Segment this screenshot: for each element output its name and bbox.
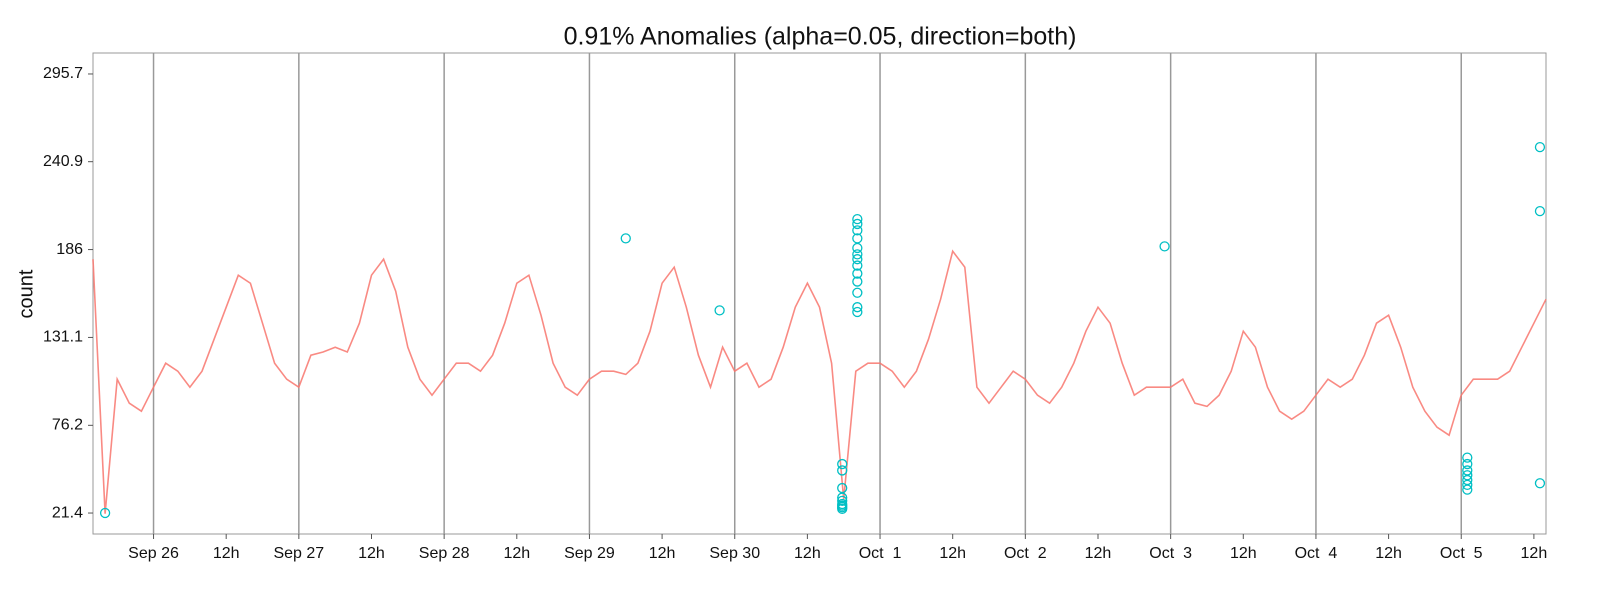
anomaly-point bbox=[620, 233, 631, 244]
anomaly-point bbox=[1462, 458, 1473, 470]
y-tick-label: 76.2 bbox=[52, 417, 83, 434]
plot-area bbox=[92, 52, 1547, 535]
x-tick-label: 12h bbox=[649, 545, 676, 562]
anomaly-point bbox=[852, 249, 863, 260]
series-line bbox=[92, 249, 1547, 514]
x-tick-label: Sep 28 bbox=[419, 545, 470, 562]
anomaly-point bbox=[837, 458, 848, 470]
x-tick-label: Oct 3 bbox=[1149, 545, 1192, 562]
x-tick-label: 12h bbox=[939, 545, 966, 562]
y-tick-label: 21.4 bbox=[52, 504, 83, 521]
anomaly-point bbox=[852, 306, 863, 318]
anomaly-point bbox=[852, 213, 863, 225]
x-tick-label: Oct 4 bbox=[1295, 545, 1338, 562]
anomaly-point bbox=[852, 276, 863, 287]
x-tick-label: 12h bbox=[503, 545, 530, 562]
x-tick-label: Oct 5 bbox=[1440, 545, 1483, 562]
anomaly-point bbox=[852, 225, 863, 236]
x-tick-label: 12h bbox=[358, 545, 385, 562]
anomaly-point bbox=[852, 268, 863, 279]
anomaly-point bbox=[837, 495, 848, 507]
x-tick-label: Oct 2 bbox=[1004, 545, 1047, 562]
y-tick-label: 240.9 bbox=[43, 153, 83, 170]
x-tick-label: Sep 27 bbox=[273, 545, 324, 562]
anomaly-point bbox=[852, 302, 863, 313]
y-tick-label: 131.1 bbox=[43, 329, 83, 346]
anomaly-point bbox=[1159, 241, 1170, 252]
x-tick-label: Sep 29 bbox=[564, 545, 615, 562]
anomaly-point bbox=[1462, 484, 1473, 495]
anomaly-point bbox=[852, 242, 863, 254]
anomaly-point bbox=[99, 507, 111, 519]
anomaly-point bbox=[837, 503, 848, 515]
anomaly-point bbox=[1462, 479, 1473, 491]
anomaly-point bbox=[837, 465, 848, 476]
y-tick-label: 295.7 bbox=[43, 65, 83, 82]
anomaly-point bbox=[852, 254, 863, 265]
x-tick-label: 12h bbox=[213, 545, 240, 562]
y-axis-label: count bbox=[15, 269, 37, 318]
x-tick-label: Sep 30 bbox=[709, 545, 760, 562]
x-tick-label: Sep 26 bbox=[128, 545, 179, 562]
anomaly-point bbox=[852, 260, 863, 271]
x-tick-label: 12h bbox=[1375, 545, 1402, 562]
x-tick-label: 12h bbox=[1085, 545, 1112, 562]
x-tick-label: Oct 1 bbox=[859, 545, 902, 562]
y-tick-label: 186 bbox=[56, 241, 83, 258]
anomaly-point bbox=[714, 305, 725, 316]
x-tick-label: 12h bbox=[1230, 545, 1257, 562]
anomaly-point bbox=[852, 287, 863, 298]
anomaly-point bbox=[1534, 205, 1546, 217]
x-tick-label: 12h bbox=[794, 545, 821, 562]
anomaly-point bbox=[1534, 478, 1546, 489]
x-tick-label: 12h bbox=[1521, 545, 1548, 562]
anomaly-point bbox=[852, 218, 863, 230]
anomaly-point bbox=[1462, 452, 1473, 463]
anomaly-point bbox=[1534, 141, 1546, 153]
chart-title: 0.91% Anomalies (alpha=0.05, direction=b… bbox=[564, 23, 1077, 51]
